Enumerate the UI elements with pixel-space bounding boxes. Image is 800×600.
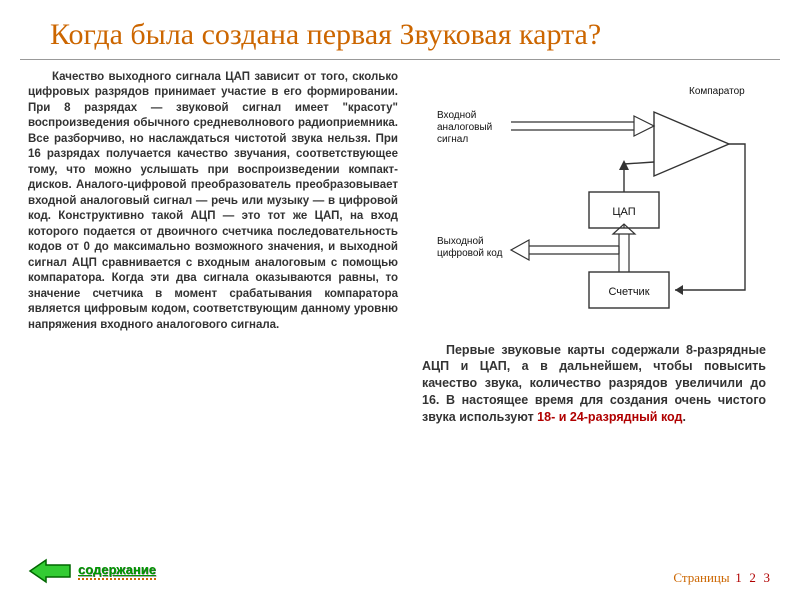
diagram-label-comparator: Компаратор — [689, 86, 745, 97]
diagram-label-dac: ЦАП — [612, 206, 635, 218]
footer-right: Страницы 1 2 3 — [673, 570, 772, 586]
page-link-1[interactable]: 1 — [733, 570, 744, 585]
diagram-label-input-3: сигнал — [437, 134, 468, 145]
right-text-after: . — [682, 410, 685, 424]
diagram-label-input-2: аналоговый — [437, 122, 492, 133]
diagram-label-output-1: Выходной — [437, 236, 484, 247]
page-link-2[interactable]: 2 — [747, 570, 758, 585]
left-paragraph: Качество выходного сигнала ЦАП зависит о… — [28, 70, 398, 426]
right-column: Компаратор ЦАП Счетчик Входной аналоговы… — [416, 70, 772, 426]
content-area: Качество выходного сигнала ЦАП зависит о… — [0, 70, 800, 426]
contents-link[interactable]: содержание — [78, 562, 156, 580]
adc-block-diagram: Компаратор ЦАП Счетчик Входной аналоговы… — [429, 74, 759, 314]
diagram-label-counter: Счетчик — [608, 286, 649, 298]
arrow-input-to-comparator — [511, 116, 654, 136]
right-text-highlight: 18- и 24-разрядный код — [537, 410, 682, 424]
page-link-3[interactable]: 3 — [762, 570, 773, 585]
pages-label: Страницы — [673, 570, 729, 585]
bus-output-code — [511, 240, 619, 260]
bus-counter-to-dac — [613, 224, 635, 272]
footer-left: содержание — [28, 558, 156, 584]
diagram-label-input-1: Входной — [437, 110, 476, 121]
right-paragraph: Первые звуковые карты содержали 8-разряд… — [416, 342, 772, 426]
page-title: Когда была создана первая Звуковая карта… — [20, 0, 780, 60]
back-arrow-icon[interactable] — [28, 558, 72, 584]
diagram-label-output-2: цифровой код — [437, 247, 503, 259]
